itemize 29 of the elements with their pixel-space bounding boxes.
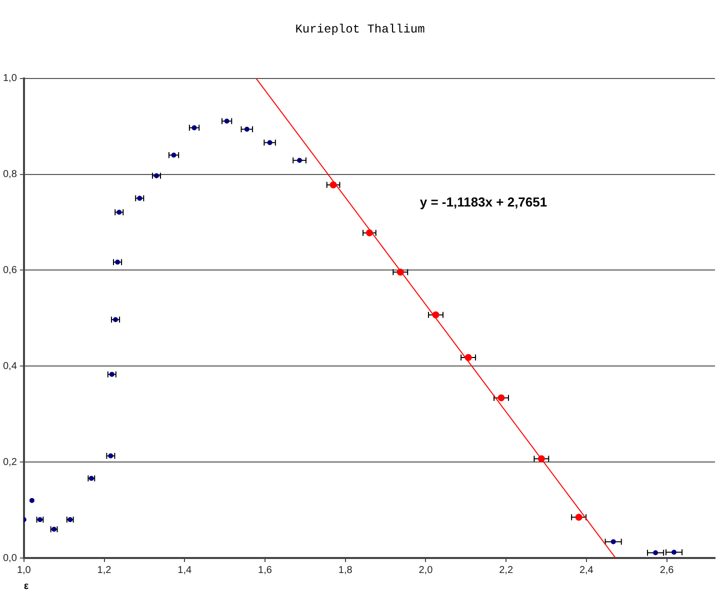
- point: [575, 514, 582, 521]
- point: [432, 311, 440, 318]
- annotation: y = -1,1183x + 2,7651: [420, 194, 548, 210]
- chart-title: Kurieplot Thallium: [295, 22, 425, 36]
- point: [538, 455, 545, 462]
- y-tick-label: 1,0: [2, 73, 18, 84]
- x-axis-title: ε: [24, 580, 29, 592]
- x-tick-label: 1,8: [338, 564, 353, 576]
- x-tick-label: 1,4: [178, 564, 192, 576]
- x-tick-label: 2,0: [418, 564, 434, 576]
- y-tick-label: 0,2: [2, 456, 18, 468]
- point: [366, 229, 373, 236]
- x-tick-label: 1,2: [97, 564, 112, 576]
- point: [672, 550, 677, 555]
- x-tick-label: 2,6: [660, 564, 674, 576]
- x-tick-label: 2,4: [579, 564, 594, 576]
- y-tick-label: 0,8: [2, 169, 18, 180]
- x-tick-label: 2,2: [499, 564, 514, 576]
- point: [610, 539, 616, 544]
- point: [498, 394, 505, 402]
- y-tick-label: 0,6: [2, 264, 18, 276]
- point: [396, 268, 404, 276]
- point: [330, 181, 337, 188]
- x-tick-label: 1,0: [16, 564, 32, 576]
- point: [653, 550, 658, 556]
- x-tick-label: 1,6: [258, 564, 272, 576]
- y-tick-label: 0,0: [2, 552, 18, 564]
- y-tick-label: 0,4: [2, 360, 18, 372]
- point: [464, 354, 472, 362]
